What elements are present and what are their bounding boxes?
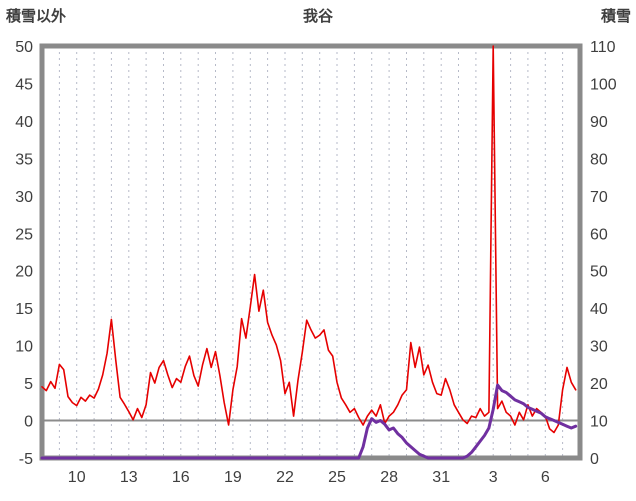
left-axis-tick-label: 45 [15,77,33,94]
right-axis-tick-label: 0 [590,451,599,468]
x-axis-tick-label: 13 [120,469,138,486]
right-axis-tick-label: 40 [590,301,608,318]
x-axis-tick-label: 28 [380,469,398,486]
series-snow-depth [40,383,578,460]
series-other-than-snow [41,45,577,434]
x-axis-tick-label: 25 [328,469,346,486]
right-axis-title: 積雪 [600,8,631,25]
x-axis-tick-label: 3 [489,469,498,486]
x-axis-tick-label: 22 [276,469,294,486]
left-axis-tick-label: 20 [15,264,33,281]
right-axis-tick-label: 70 [590,189,608,206]
left-axis-tick-label: 10 [15,339,33,356]
right-axis-tick-label: 60 [590,226,608,243]
right-axis-tick-label: 50 [590,264,608,281]
right-axis-tick-label: 110 [590,39,616,56]
left-axis-tick-label: 40 [15,114,33,131]
right-axis-tick-label: 20 [590,376,608,393]
right-axis-tick-label: 90 [590,114,608,131]
plot-frame [39,43,583,461]
left-axis-tick-label: 50 [15,39,33,56]
left-axis-tick-label: 30 [15,189,33,206]
right-axis-tick-label: 30 [590,339,608,356]
right-axis-tick-label: 10 [590,414,608,431]
left-axis-tick-label: 0 [24,414,33,431]
left-axis-tick-label: 25 [15,226,33,243]
left-axis-tick-label: 5 [24,376,33,393]
x-axis-tick-label: 19 [224,469,242,486]
left-axis-tick-label: -5 [19,451,33,468]
x-axis-tick-label: 6 [541,469,550,486]
right-axis-tick-label: 80 [590,151,608,168]
right-axis-tick-label: 100 [590,77,617,94]
left-axis-tick-label: 35 [15,151,33,168]
x-axis-tick-label: 31 [432,469,450,486]
chart-title: 我谷 [302,8,333,25]
left-axis-tick-label: 15 [15,301,33,318]
left-axis-title: 積雪以外 [6,8,67,25]
x-axis-tick-label: 10 [68,469,86,486]
x-axis-tick-label: 16 [172,469,190,486]
